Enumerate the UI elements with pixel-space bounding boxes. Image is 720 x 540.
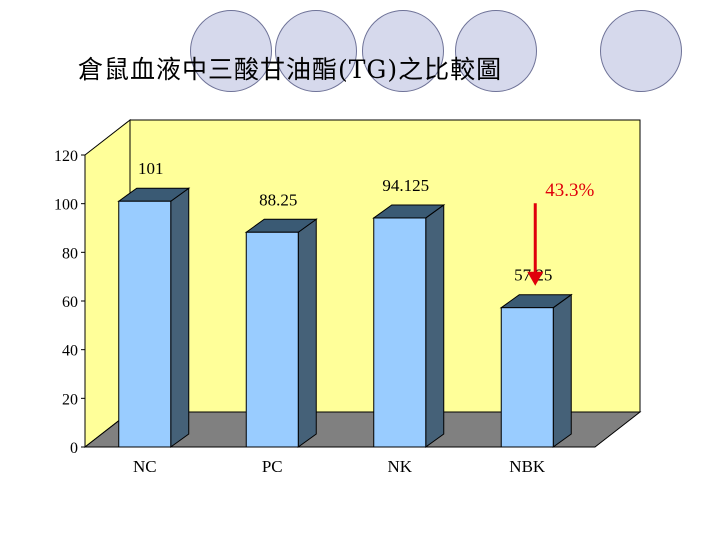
y-axis-ticks: 0 20 40 60 80 100 120 (54, 148, 85, 457)
y-tick-label: 100 (54, 197, 78, 214)
bar-pc (245, 231, 299, 448)
y-tick-label: 20 (62, 391, 78, 408)
x-tick-label: PC (262, 457, 283, 476)
annotation-group: 43.3% (527, 180, 595, 286)
decorative-circle (600, 10, 682, 92)
y-tick-label: 60 (62, 294, 78, 311)
y-tick-label: 40 (62, 343, 78, 360)
bar-nc (118, 200, 172, 448)
decorative-circle (362, 10, 444, 92)
data-label: 94.125 (382, 176, 429, 195)
y-tick-label: 80 (62, 245, 78, 262)
bars-group (117, 187, 573, 448)
x-axis-labels: NC PC NK NBK (133, 457, 546, 476)
decorative-circle (190, 10, 272, 92)
data-label: 88.25 (259, 190, 297, 209)
y-tick-label: 0 (70, 440, 78, 457)
bar-nk (373, 217, 427, 448)
y-tick-label: 120 (54, 148, 78, 165)
x-tick-label: NBK (509, 457, 546, 476)
bar-nbk (500, 307, 554, 448)
x-tick-label: NC (133, 457, 157, 476)
decrease-arrow-head (527, 271, 544, 286)
data-label: 101 (138, 159, 164, 178)
x-tick-label: NK (387, 457, 412, 476)
decorative-circle (275, 10, 357, 92)
bar-side-nbk (552, 293, 572, 448)
percent-decrease-label: 43.3% (545, 180, 594, 201)
decorative-circle (455, 10, 537, 92)
bar-side-nk (425, 203, 445, 448)
bar-side-pc (297, 218, 317, 448)
bar-side-nc (170, 187, 190, 448)
page-title: 倉鼠血液中三酸甘油酯(TG)之比較圖 (78, 55, 503, 84)
